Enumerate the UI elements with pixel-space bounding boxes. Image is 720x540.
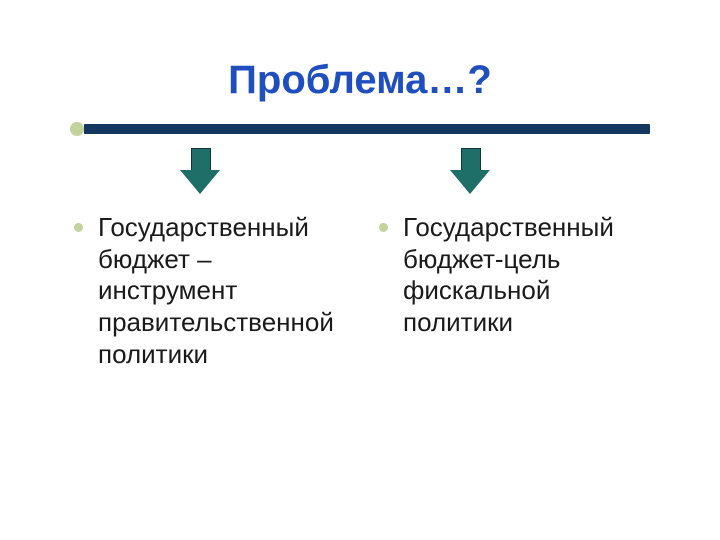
content-columns: Государственный бюджет – инструмент прав… — [70, 212, 660, 371]
title-divider — [70, 122, 650, 136]
slide-title: Проблема…? — [0, 58, 720, 103]
divider-dot — [70, 122, 84, 136]
arrow-head — [180, 170, 220, 194]
slide: Проблема…? Государственный бюджет – инст… — [0, 0, 720, 540]
bullet-text: Государственный бюджет – инструмент прав… — [98, 212, 334, 369]
arrow-down-left — [180, 148, 220, 196]
divider-bar — [84, 124, 650, 134]
right-bullet-list: Государственный бюджет-цель фискальной п… — [375, 212, 660, 339]
arrow-down-right — [450, 148, 490, 196]
list-item: Государственный бюджет – инструмент прав… — [70, 212, 355, 371]
arrow-head — [450, 170, 490, 194]
right-column: Государственный бюджет-цель фискальной п… — [375, 212, 660, 371]
left-column: Государственный бюджет – инструмент прав… — [70, 212, 355, 371]
list-item: Государственный бюджет-цель фискальной п… — [375, 212, 660, 339]
bullet-text: Государственный бюджет-цель фискальной п… — [403, 212, 614, 337]
left-bullet-list: Государственный бюджет – инструмент прав… — [70, 212, 355, 371]
